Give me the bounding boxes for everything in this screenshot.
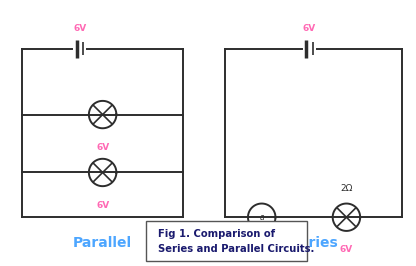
Text: a: a [260, 213, 264, 222]
Text: Series: Series [289, 236, 338, 250]
Text: 6V: 6V [340, 246, 353, 254]
Text: 6V: 6V [73, 24, 87, 33]
Text: Parallel: Parallel [73, 236, 132, 250]
Text: Series and Parallel Circuits.: Series and Parallel Circuits. [158, 244, 315, 254]
Text: 6V: 6V [96, 201, 109, 210]
Text: 2Ω: 2Ω [340, 184, 353, 193]
Text: 6V: 6V [96, 143, 109, 152]
FancyBboxPatch shape [146, 221, 307, 261]
Text: 3A: 3A [256, 246, 267, 254]
Text: Fig 1. Comparison of: Fig 1. Comparison of [158, 229, 275, 239]
Text: 6V: 6V [302, 24, 316, 33]
